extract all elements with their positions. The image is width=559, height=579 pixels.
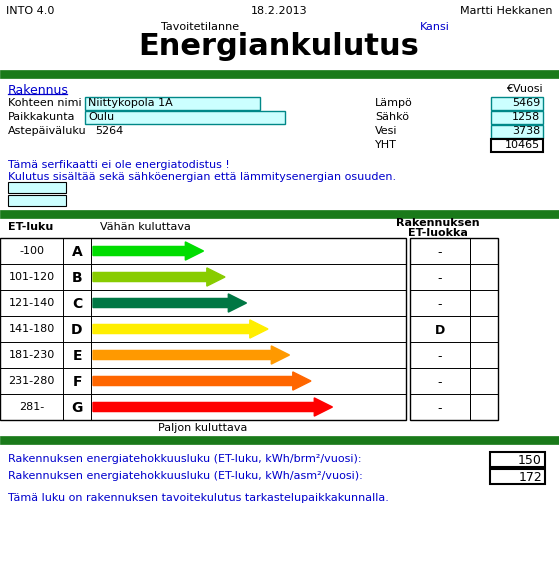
Bar (491, 111, 543, 124)
Text: F: F (72, 375, 82, 389)
Text: Kulutus sisältää sekä sähköenergian että lämmitysenergian osuuden.: Kulutus sisältää sekä sähköenergian että… (8, 172, 396, 182)
Text: -100: -100 (19, 246, 44, 256)
Text: INTO 4.0: INTO 4.0 (6, 6, 54, 16)
Text: -: - (438, 246, 442, 259)
Text: 10465: 10465 (505, 140, 540, 150)
Bar (0, 70, 559, 78)
Bar (8, 195, 66, 206)
Bar (85, 97, 260, 110)
Text: Sähkö: Sähkö (375, 112, 409, 122)
Text: €Vuosi: €Vuosi (506, 84, 543, 94)
Text: ET-luku: ET-luku (8, 222, 53, 232)
Text: 3738: 3738 (511, 126, 540, 136)
FancyArrow shape (93, 346, 290, 364)
Text: D: D (71, 323, 83, 337)
Text: Tämä serfikaatti ei ole energiatodistus !: Tämä serfikaatti ei ole energiatodistus … (8, 160, 230, 170)
Text: Astepäiväluku: Astepäiväluku (8, 126, 87, 136)
Text: D: D (435, 324, 445, 337)
Text: A: A (72, 245, 82, 259)
Text: Tämä luku on rakennuksen tavoitekulutus tarkastelupaikkakunnalla.: Tämä luku on rakennuksen tavoitekulutus … (8, 493, 389, 503)
Bar (491, 139, 543, 152)
FancyArrow shape (93, 398, 333, 416)
Bar (491, 125, 543, 138)
Text: ET-luokka: ET-luokka (408, 228, 468, 238)
Text: 141-180: 141-180 (8, 324, 55, 334)
Text: 150: 150 (518, 454, 542, 467)
Text: Martti Hekkanen: Martti Hekkanen (461, 6, 553, 16)
Bar (410, 238, 498, 420)
FancyArrow shape (93, 320, 268, 338)
Text: Tavoitetilanne: Tavoitetilanne (161, 22, 239, 32)
FancyArrow shape (93, 294, 247, 312)
Text: 1258: 1258 (511, 112, 540, 122)
Bar (490, 452, 545, 467)
Bar (490, 469, 545, 484)
Text: 101-120: 101-120 (8, 272, 55, 282)
Bar (85, 111, 285, 124)
Text: Vesi: Vesi (375, 126, 397, 136)
Text: 172: 172 (518, 471, 542, 484)
Text: Paljon kuluttava: Paljon kuluttava (158, 423, 248, 433)
Bar (0, 238, 406, 420)
Text: G: G (72, 401, 83, 415)
Text: Rakennuksen energiatehokkuusluku (ET-luku, kWh/brm²/vuosi):: Rakennuksen energiatehokkuusluku (ET-luk… (8, 454, 362, 464)
Text: Paikkakunta: Paikkakunta (8, 112, 75, 122)
Bar (0, 210, 559, 218)
Text: 181-230: 181-230 (8, 350, 55, 360)
FancyArrow shape (93, 268, 225, 286)
Text: Niittykopola 1A: Niittykopola 1A (88, 98, 173, 108)
Text: 5264: 5264 (95, 126, 123, 136)
Text: Energiankulutus: Energiankulutus (139, 32, 419, 61)
Text: 281-: 281- (19, 402, 44, 412)
Text: 231-280: 231-280 (8, 376, 55, 386)
Text: Rakennuksen: Rakennuksen (396, 218, 480, 228)
Text: Vähän kuluttava: Vähän kuluttava (100, 222, 191, 232)
Text: YHT: YHT (375, 140, 397, 150)
FancyArrow shape (93, 242, 203, 260)
Text: Rakennuksen energiatehokkuusluku (ET-luku, kWh/asm²/vuosi):: Rakennuksen energiatehokkuusluku (ET-luk… (8, 471, 363, 481)
Text: Kansi: Kansi (420, 22, 450, 32)
Text: -: - (438, 350, 442, 363)
Text: 18.2.2013: 18.2.2013 (250, 6, 307, 16)
Text: -: - (438, 272, 442, 285)
Text: Lämpö: Lämpö (375, 98, 413, 108)
Text: -: - (438, 298, 442, 311)
Text: C: C (72, 297, 82, 311)
Text: 5469: 5469 (511, 98, 540, 108)
Text: Rakennus: Rakennus (8, 84, 69, 97)
Text: -: - (438, 376, 442, 389)
Text: E: E (72, 349, 82, 363)
Text: B: B (72, 271, 82, 285)
Text: Kohteen nimi: Kohteen nimi (8, 98, 82, 108)
Bar (491, 97, 543, 110)
FancyArrow shape (93, 372, 311, 390)
Bar (0, 436, 559, 444)
Text: 121-140: 121-140 (8, 298, 55, 308)
Bar (8, 182, 66, 193)
Text: -: - (438, 402, 442, 415)
Text: Oulu: Oulu (88, 112, 114, 122)
